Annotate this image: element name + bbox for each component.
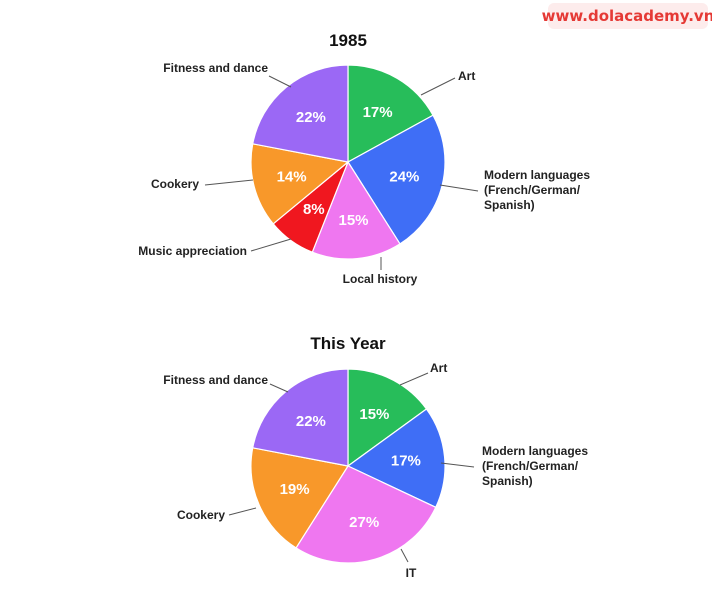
- pie-slice-it: [295, 465, 437, 564]
- pie-chart-this-year: This Year 15% Art 17% Modern languages (Frenc…: [163, 334, 588, 580]
- leader-line: [228, 507, 257, 516]
- chart-title: This Year: [310, 334, 386, 353]
- slice-category-label: Music appreciation: [138, 244, 247, 258]
- slice-value-label: 22%: [296, 413, 326, 430]
- slice-category-label-line: Modern languages: [482, 444, 588, 458]
- pie-slice-modern-languages-french-german-spanish: [346, 408, 446, 509]
- leader-line: [439, 184, 479, 192]
- slice-category-label: Fitness and dance: [163, 61, 268, 75]
- slice-category-label: IT: [406, 566, 417, 580]
- slice-value-label: 22%: [296, 109, 326, 126]
- pie-slice-cookery: [250, 143, 350, 225]
- leader-line: [399, 372, 429, 386]
- pie-slice-fitness-and-dance: [252, 64, 349, 163]
- slice-category-label-line: Art: [458, 69, 475, 83]
- pie-chart-1985: 1985 17% Art 24% Modern languages (French/Ger…: [138, 31, 590, 286]
- slice-category-label: Art: [430, 361, 447, 375]
- slice-category-label-line: Cookery: [177, 508, 225, 522]
- slice-category-label-line: Art: [430, 361, 447, 375]
- slice-category-label-line: Fitness and dance: [163, 61, 268, 75]
- slice-value-label: 8%: [303, 201, 325, 218]
- slice-category-label: Art: [458, 69, 475, 83]
- slice-category-label: Modern languages (French/German/Spanish): [482, 444, 588, 488]
- leader-line: [269, 383, 289, 393]
- slice-value-label: 17%: [391, 453, 421, 470]
- slice-category-label: Fitness and dance: [163, 373, 268, 387]
- slice-value-label: 14%: [277, 169, 307, 186]
- slice-category-label-line: Local history: [343, 272, 418, 286]
- pie-slice-local-history: [311, 160, 401, 260]
- slice-value-label: 19%: [280, 481, 310, 498]
- leader-line: [268, 75, 292, 88]
- pie-slice-cookery: [250, 447, 349, 549]
- slice-category-label-line: Spanish): [484, 198, 535, 212]
- slice-value-label: 17%: [363, 104, 393, 121]
- chart-title: 1985: [329, 31, 367, 50]
- slice-category-label-line: Music appreciation: [138, 244, 247, 258]
- leader-line: [440, 462, 475, 468]
- slice-category-label: Local history: [343, 272, 418, 286]
- pie-slice-art: [347, 368, 428, 468]
- leader-line: [250, 238, 292, 252]
- watermark-logo: www.dolacademy.vn: [542, 3, 712, 29]
- slice-category-label-line: Modern languages: [484, 168, 590, 182]
- slice-category-label-line: (French/German/: [484, 183, 581, 197]
- pie-slice-art: [347, 64, 434, 164]
- slice-category-label-line: (French/German/: [482, 459, 579, 473]
- slice-value-label: 15%: [338, 212, 368, 229]
- slice-value-label: 15%: [359, 406, 389, 423]
- leader-line: [204, 179, 254, 186]
- slice-category-label: Cookery: [177, 508, 225, 522]
- leader-line: [420, 77, 456, 96]
- slice-category-label: Cookery: [151, 177, 199, 191]
- leader-line: [400, 548, 409, 563]
- slice-value-label: 24%: [389, 169, 419, 186]
- pie-slice-modern-languages-french-german-spanish: [347, 114, 446, 245]
- slice-category-label: Modern languages (French/German/Spanish): [484, 168, 590, 212]
- slice-value-label: 27%: [349, 514, 379, 531]
- slice-category-label-line: Cookery: [151, 177, 199, 191]
- slice-category-label-line: IT: [406, 566, 417, 580]
- slice-category-label-line: Spanish): [482, 474, 533, 488]
- slice-category-label-line: Fitness and dance: [163, 373, 268, 387]
